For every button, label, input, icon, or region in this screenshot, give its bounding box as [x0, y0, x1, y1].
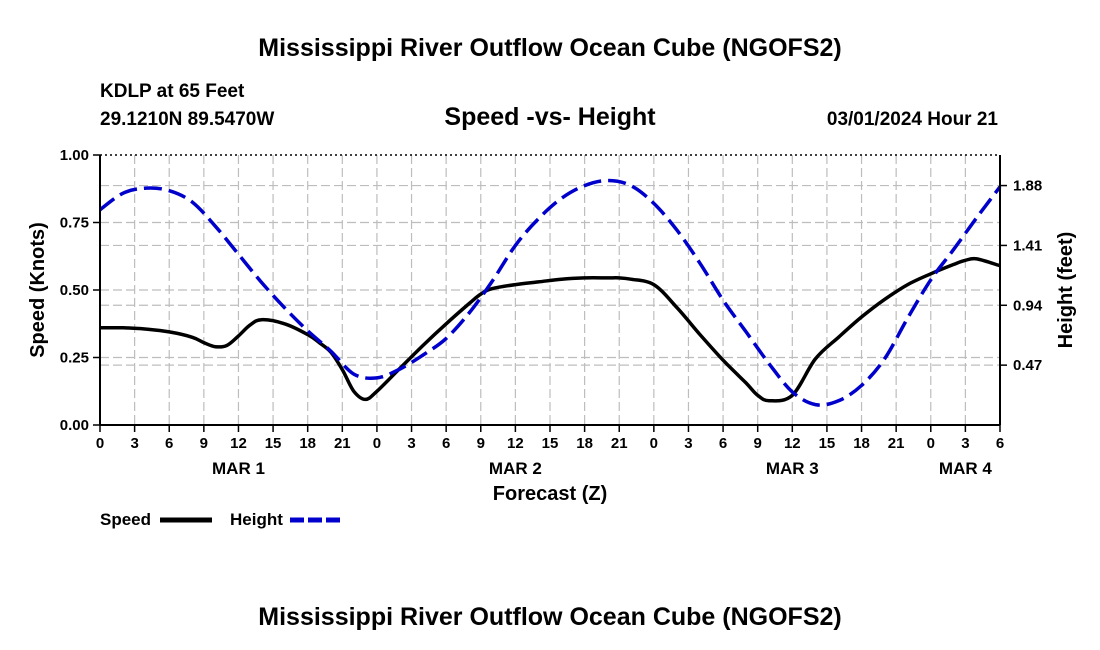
date-label: MAR 4 — [939, 459, 992, 478]
x-tick-label: 6 — [442, 435, 450, 452]
y-right-tick-label: 1.41 — [1013, 237, 1042, 254]
x-axis-label: Forecast (Z) — [493, 483, 607, 505]
date-label: MAR 3 — [766, 459, 819, 478]
x-tick-label: 15 — [542, 435, 559, 452]
series-line-speed — [99, 256, 1001, 403]
x-tick-label: 3 — [961, 435, 969, 452]
x-tick-label: 12 — [507, 435, 524, 452]
x-tick-label: 6 — [719, 435, 727, 452]
legend-label-speed: Speed — [100, 510, 151, 529]
y-left-tick-label: 0.00 — [60, 417, 89, 434]
x-tick-label: 21 — [888, 435, 905, 452]
y-left-tick-label: 0.75 — [60, 215, 89, 232]
tick-labels: 0 3 6 9 12 15 18 21 0 3 6 9 12 15 18 21 0 3 6 9 12 15 18 21 0 3 6M… — [60, 147, 1043, 478]
y-right-tick-label: 0.94 — [1013, 297, 1043, 314]
x-tick-label: 21 — [611, 435, 628, 452]
legend-label-height: Height — [230, 510, 283, 529]
date-label: MAR 2 — [489, 459, 542, 478]
x-tick-label: 3 — [130, 435, 138, 452]
station-coordinates: 29.1210N 89.5470W — [100, 109, 274, 130]
x-tick-label: 3 — [407, 435, 415, 452]
chart-title: Mississippi River Outflow Ocean Cube (NG… — [258, 34, 841, 62]
date-label: MAR 1 — [212, 459, 265, 478]
x-tick-label: 6 — [165, 435, 173, 452]
x-tick-label: 18 — [299, 435, 316, 452]
legend: Speed Height — [100, 510, 342, 529]
y-axis-left-label: Speed (Knots) — [27, 222, 49, 358]
y-right-tick-label: 1.88 — [1013, 178, 1042, 195]
x-tick-label: 12 — [784, 435, 801, 452]
series-lines — [98, 178, 1002, 407]
x-tick-label: 9 — [200, 435, 208, 452]
x-tick-label: 15 — [265, 435, 282, 452]
footer-title: Mississippi River Outflow Ocean Cube (NG… — [258, 603, 841, 631]
chart-subtitle: Speed -vs- Height — [444, 103, 656, 131]
x-tick-label: 15 — [819, 435, 836, 452]
y-right-tick-label: 0.47 — [1013, 357, 1042, 374]
y-left-tick-label: 0.50 — [60, 282, 89, 299]
grid — [100, 155, 1000, 425]
y-axis-right-label: Height (feet) — [1055, 232, 1077, 349]
x-tick-label: 0 — [96, 435, 104, 452]
x-tick-label: 0 — [650, 435, 658, 452]
series-line-height — [98, 178, 1002, 407]
x-tick-label: 9 — [754, 435, 762, 452]
y-left-tick-label: 1.00 — [60, 147, 89, 164]
x-tick-label: 21 — [334, 435, 351, 452]
x-tick-label: 18 — [853, 435, 870, 452]
run-time: 03/01/2024 Hour 21 — [827, 109, 999, 130]
x-tick-label: 12 — [230, 435, 247, 452]
station-name: KDLP at 65 Feet — [100, 81, 245, 102]
x-tick-label: 6 — [996, 435, 1004, 452]
x-tick-label: 0 — [927, 435, 935, 452]
axes — [93, 154, 1007, 432]
x-tick-label: 3 — [684, 435, 692, 452]
x-tick-label: 9 — [477, 435, 485, 452]
y-left-tick-label: 0.25 — [60, 350, 89, 367]
x-tick-label: 0 — [373, 435, 381, 452]
x-tick-label: 18 — [576, 435, 593, 452]
